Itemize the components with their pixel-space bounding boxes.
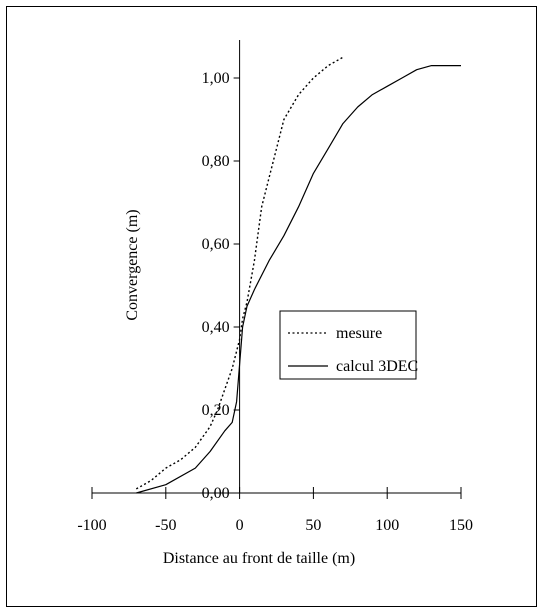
y-tick-label: 0,80 <box>202 153 230 170</box>
y-tick-label: 1,00 <box>202 70 230 87</box>
series-line-mesure <box>135 56 344 490</box>
legend-box <box>279 310 417 380</box>
x-tick-label: 50 <box>305 517 321 534</box>
legend: mesure calcul 3DEC <box>279 310 418 380</box>
legend-label-calcul: calcul 3DEC <box>336 358 418 375</box>
x-tick-label: 100 <box>375 517 399 534</box>
axes <box>92 40 461 494</box>
y-tick-label: 0,20 <box>202 402 230 419</box>
x-tick-label: -50 <box>155 517 176 534</box>
y-tick-label: 0,40 <box>202 319 230 336</box>
ticks: -100 -50 0 50 100 150 0,00 0,20 0,40 0,60 0,80 1,00 <box>77 70 473 534</box>
legend-label-mesure: mesure <box>336 325 382 342</box>
x-tick-label: 0 <box>236 517 244 534</box>
y-tick-label: 0,60 <box>202 236 230 253</box>
x-axis-label: Distance au front de taille (m) <box>163 550 355 567</box>
series-line-calcul-3dec <box>136 64 461 494</box>
x-tick-label: 150 <box>449 517 473 534</box>
series-group <box>135 56 461 494</box>
x-tick-label: -100 <box>77 517 106 534</box>
y-tick-label: 0,00 <box>202 485 230 502</box>
y-axis-label: Convergence (m) <box>124 209 141 320</box>
chart-frame <box>6 6 537 607</box>
